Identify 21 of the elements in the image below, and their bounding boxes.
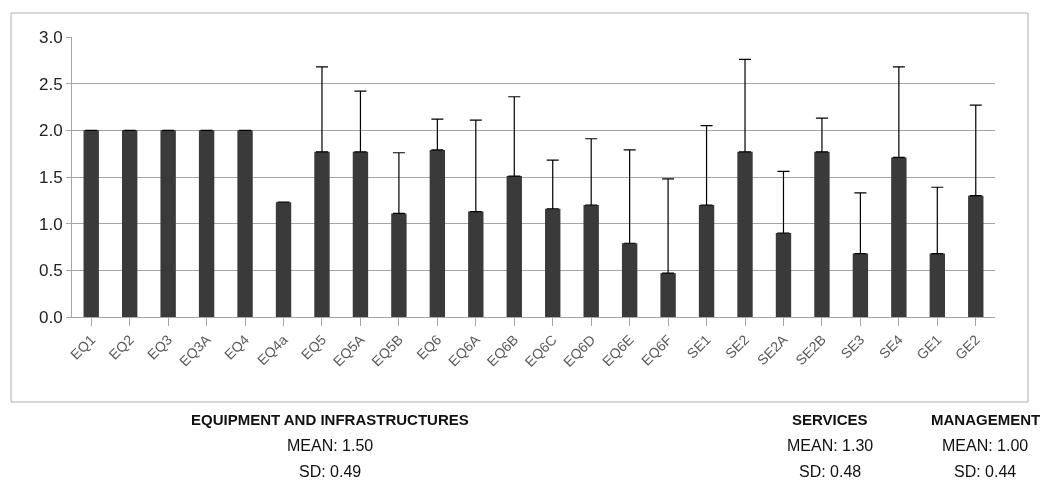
text: MANAGEMENT bbox=[931, 411, 1041, 428]
y-tick-label: 2.0 bbox=[38, 121, 63, 141]
y-tick-label: 0.5 bbox=[38, 261, 63, 281]
y-tick-label: 2.5 bbox=[38, 74, 63, 94]
y-tick-label: 1.0 bbox=[38, 214, 63, 234]
x-tick-label: SE3 bbox=[837, 331, 868, 362]
text: SD: 0.49 bbox=[299, 463, 362, 480]
y-tick-label: 3.0 bbox=[38, 27, 63, 47]
text: MEAN: 1.00 bbox=[942, 437, 1029, 454]
y-tick-label: 1.5 bbox=[38, 167, 63, 187]
text: MEAN: 1.30 bbox=[787, 437, 874, 454]
text: SD: 0.48 bbox=[799, 463, 862, 480]
x-tick-label: SE4 bbox=[875, 331, 907, 362]
text: MEAN: 1.50 bbox=[287, 437, 374, 454]
x-tick-label: SE1 bbox=[683, 331, 714, 362]
text: EQUIPMENT AND INFRASTRUCTURES bbox=[191, 411, 469, 428]
text: SD: 0.44 bbox=[954, 463, 1017, 480]
y-tick-label: 0.0 bbox=[38, 307, 63, 327]
x-tick-label: GE1 bbox=[913, 331, 945, 363]
x-tick-label: SE2 bbox=[722, 331, 753, 362]
text: SERVICES bbox=[792, 411, 868, 428]
